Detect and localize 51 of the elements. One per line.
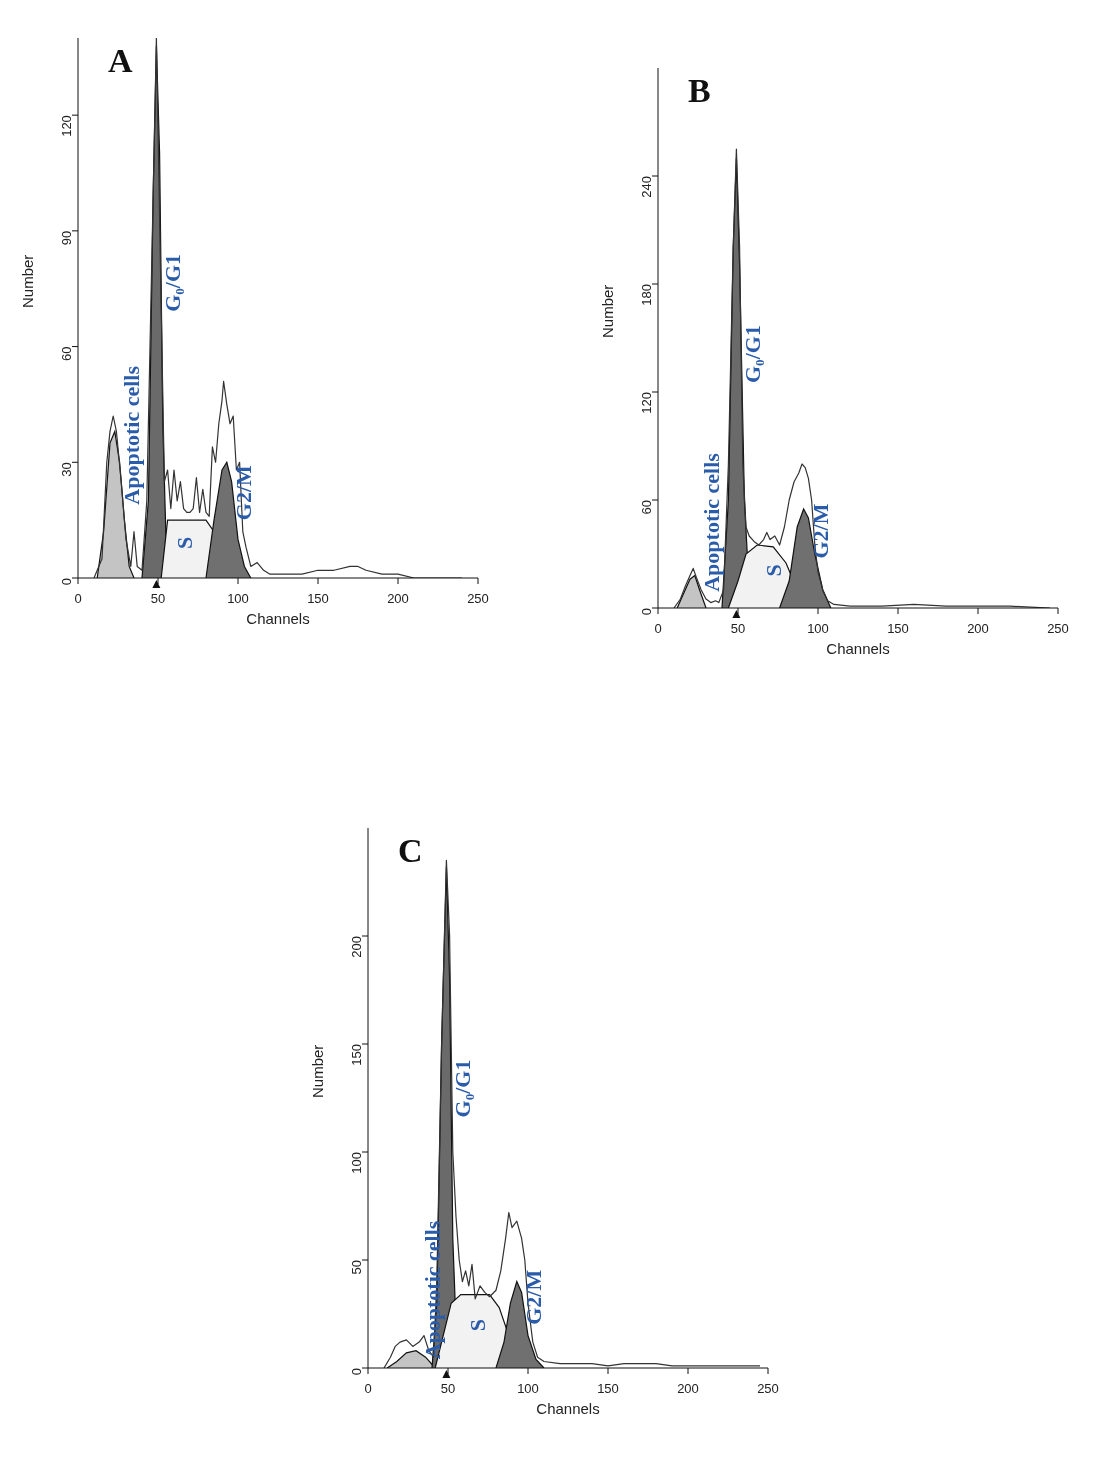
text: G2/M — [230, 464, 256, 521]
text: Apoptotic cells — [420, 1220, 445, 1360]
y-axis-title: Number — [599, 284, 617, 338]
x-axis-title: Channels — [246, 610, 310, 627]
x-tick-label: 250 — [757, 1381, 779, 1397]
text: G2/M — [807, 503, 833, 559]
text: Apoptotic cells — [118, 365, 144, 505]
text: G₀/G1 — [450, 1059, 476, 1118]
y-tick-label: 200 — [348, 936, 364, 958]
x-tick-label: 250 — [467, 591, 489, 607]
x-tick-label: 100 — [807, 621, 829, 637]
y-tick-label: 150 — [348, 1044, 364, 1066]
x-tick-label: 50 — [730, 621, 746, 637]
y-tick-label: 90 — [58, 230, 74, 246]
y-axis-title: Number — [19, 254, 37, 308]
x-axis-title: Channels — [826, 640, 890, 657]
y-tick-label: 30 — [58, 462, 74, 477]
text: G₀/G1 — [740, 325, 766, 383]
x-tick-label: 150 — [597, 1381, 619, 1397]
x-tick-label: 150 — [307, 591, 329, 607]
x-tick-label: 50 — [440, 1381, 456, 1397]
text: G₀/G1 — [160, 253, 186, 312]
x-tick-label: 200 — [387, 591, 409, 607]
chart-title: C — [398, 832, 423, 870]
y-tick-label: 0 — [348, 1368, 364, 1376]
chart-title: A — [108, 42, 133, 80]
chart-title: B — [688, 72, 711, 110]
y-tick-label: 0 — [638, 608, 654, 616]
y-tick-label: 120 — [638, 392, 654, 414]
x-tick-label: 250 — [1047, 621, 1069, 637]
y-tick-label: 100 — [348, 1152, 364, 1174]
x-tick-label: 150 — [887, 621, 909, 637]
x-axis-title: Channels — [536, 1400, 600, 1417]
x-tick-label: 200 — [677, 1381, 699, 1397]
series-label: S — [464, 1319, 490, 1332]
y-tick-label: 240 — [638, 176, 654, 198]
x-tick-label: 100 — [517, 1381, 539, 1397]
y-tick-label: 180 — [638, 284, 654, 306]
series-label: S — [171, 536, 197, 550]
y-axis-title: Number — [309, 1044, 327, 1098]
x-tick-label: 50 — [150, 591, 166, 607]
x-tick-label: 200 — [967, 621, 989, 637]
x-tick-label: 100 — [227, 591, 249, 607]
text: G2/M — [520, 1269, 546, 1325]
series-label: S — [761, 564, 787, 577]
text: Apoptotic cells — [698, 452, 724, 592]
y-tick-label: 120 — [58, 115, 74, 137]
y-tick-label: 60 — [58, 346, 74, 362]
y-tick-label: 50 — [348, 1260, 364, 1275]
y-tick-label: 0 — [58, 578, 74, 586]
y-tick-label: 60 — [638, 500, 654, 515]
